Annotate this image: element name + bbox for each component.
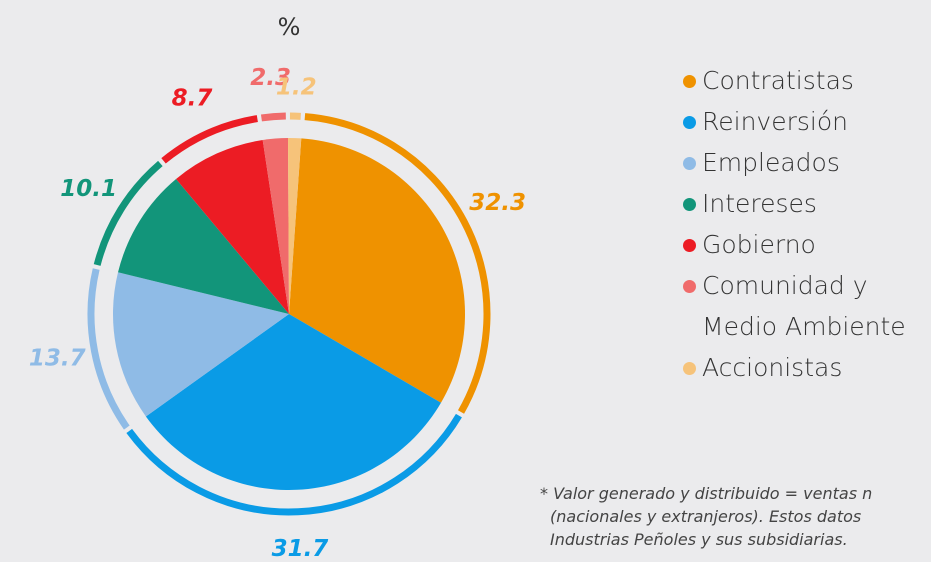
pie-slice [176,139,289,314]
pie-slice [145,314,441,491]
value-label: 1.2 [276,75,317,101]
value-label: 32.3 [469,190,526,216]
pie-slice [118,179,290,314]
legend-label: Reinversión [702,107,848,136]
ring-arc [161,115,258,164]
legend-marker [683,116,696,129]
legend-marker [683,198,696,211]
legend-label: Contratistas [702,66,854,95]
footnote-line: (nacionales y extranjeros). Estos datos [550,507,862,526]
legend-item: Contratistas [683,60,931,101]
ring-arc [304,113,491,414]
value-label: 2.3 [250,65,291,91]
legend-item: Comunidad y Medio Ambiente [683,265,931,347]
pie-slice [113,272,289,417]
legend-label: Empleados [702,148,840,177]
legend-item: Intereses [683,183,931,224]
value-label: 10.1 [60,176,117,202]
legend-label: Accionistas [702,353,843,382]
footnote-line: Industrias Peñoles y sus subsidiarias. [550,530,848,549]
legend-item: Accionistas [683,347,931,388]
legend-marker [683,239,696,252]
legend-item: Gobierno [683,224,931,265]
legend-label: Intereses [702,189,817,218]
legend-item: Empleados [683,142,931,183]
ring-arc [87,268,130,430]
legend: Contratistas Reinversión Empleados Interese… [683,60,931,388]
pie-slice [289,138,466,403]
pie-slice [288,138,302,314]
legend-marker [683,75,696,88]
footnote-line: * Valor generado y distribuido = ventas … [540,484,873,503]
value-label: 8.7 [172,85,213,111]
legend-marker [683,280,696,293]
legend-marker [683,157,696,170]
footnote: * Valor generado y distribuido = ventas … [540,482,872,551]
ring-arc [93,160,163,266]
ring-arc [126,413,462,516]
legend-label: Gobierno [702,230,816,259]
value-label: 13.7 [29,345,86,371]
chart-title: % [278,13,301,41]
legend-item: Reinversión [683,101,931,142]
legend-marker [683,362,696,375]
ring-arc [260,112,286,122]
pie-slice [262,138,289,314]
legend-label: Comunidad y Medio Ambiente [702,271,906,341]
value-label: 31.7 [272,536,329,562]
